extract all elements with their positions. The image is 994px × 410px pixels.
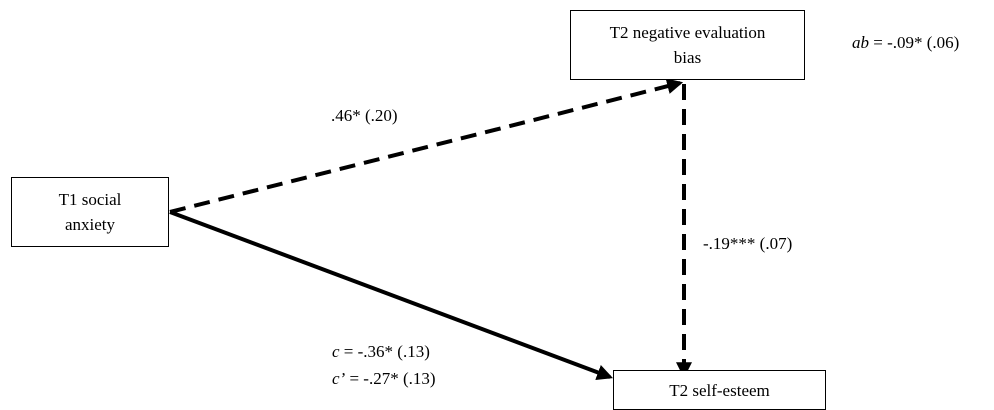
c-path-arrow (169, 210, 613, 380)
path-arrows (169, 78, 692, 380)
node-t1-line2: anxiety (64, 215, 116, 234)
indirect-effect-label: ab = -.09* (.06) (852, 33, 959, 53)
indirect-symbol: ab (852, 33, 869, 52)
a-path-arrow (169, 78, 684, 214)
node-t1-social-anxiety: T1 social anxiety (11, 177, 169, 247)
node-t2-bias-line2: bias (673, 48, 702, 67)
node-t2-negative-evaluation-bias: T2 negative evaluation bias (570, 10, 805, 80)
total-effect-label: c = -.36* (.13) (332, 342, 430, 362)
node-t2-self-esteem: T2 self-esteem (613, 370, 826, 410)
direct-effect-label: c’ = -.27* (.13) (332, 369, 436, 389)
indirect-value: = -.09* (.06) (869, 33, 960, 52)
node-t1-line1: T1 social (58, 190, 122, 209)
node-t2-self-esteem-label: T2 self-esteem (669, 380, 770, 400)
total-value: = -.36* (.13) (339, 342, 430, 361)
total-symbol: c (332, 342, 340, 361)
node-t2-bias-line1: T2 negative evaluation (609, 23, 766, 42)
b-path-coefficient: -.19*** (.07) (703, 234, 792, 254)
b-path-value: -.19*** (.07) (703, 234, 793, 253)
a-path-coefficient: .46* (.20) (331, 106, 398, 126)
direct-value: = -.27* (.13) (345, 369, 436, 388)
a-path-value: .46* (.20) (331, 106, 398, 125)
direct-symbol: c’ (332, 369, 346, 388)
mediation-diagram: T1 social anxiety T2 negative evaluation… (11, 10, 959, 410)
